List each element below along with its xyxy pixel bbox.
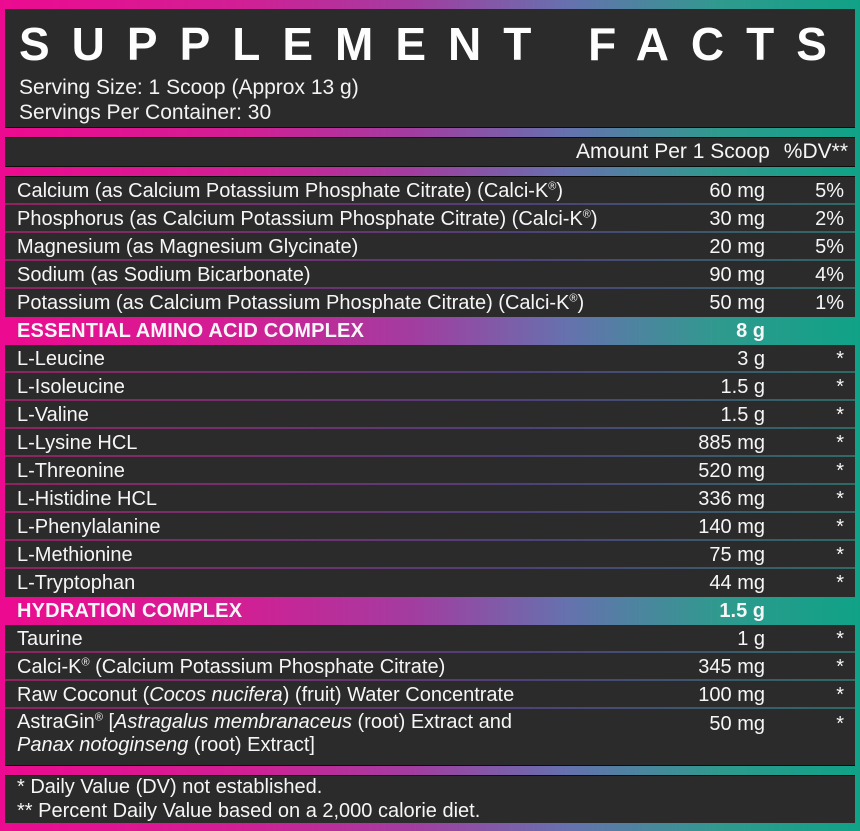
ingredient-row: Phosphorus (as Calcium Potassium Phospha… — [5, 205, 855, 233]
ingredient-dv: * — [836, 347, 844, 370]
ingredient-amount: 520 mg — [698, 459, 765, 482]
table-column-header: Amount Per 1 Scoop %DV** — [5, 138, 855, 166]
section-title: HYDRATION COMPLEX — [17, 599, 243, 622]
panel-body: SUPPLEMENT FACTS Serving Size: 1 Scoop (… — [5, 9, 855, 823]
ingredient-dv: 1% — [815, 291, 844, 314]
gradient-divider-bar — [5, 166, 855, 177]
ingredient-row: L-Leucine 3 g * — [5, 345, 855, 373]
ingredient-dv: * — [836, 459, 844, 482]
ingredient-dv: * — [836, 571, 844, 594]
ingredient-amount: 1.5 g — [720, 375, 765, 398]
ingredient-dv: 5% — [815, 179, 844, 202]
ingredient-dv: * — [836, 375, 844, 398]
ingredient-dv: * — [836, 543, 844, 566]
ingredient-amount: 1.5 g — [720, 403, 765, 426]
dv-column-header: %DV** — [783, 140, 848, 163]
section-header-row: ESSENTIAL AMINO ACID COMPLEX 8 g — [5, 317, 855, 345]
ingredient-row: L-Threonine 520 mg * — [5, 457, 855, 485]
ingredient-dv: * — [836, 627, 844, 650]
ingredient-row: L-Isoleucine 1.5 g * — [5, 373, 855, 401]
ingredient-row: Sodium (as Sodium Bicarbonate) 90 mg 4% — [5, 261, 855, 289]
ingredient-dv: * — [836, 431, 844, 454]
facts-rows: Calcium (as Calcium Potassium Phosphate … — [5, 177, 855, 765]
ingredient-name: L-Threonine — [17, 459, 125, 482]
ingredient-name: Calci-K® (Calcium Potassium Phosphate Ci… — [17, 655, 446, 678]
ingredient-name: L-Phenylalanine — [17, 515, 161, 538]
ingredient-name-line2: Panax notoginseng (root) Extract] — [17, 734, 315, 756]
ingredient-name: Taurine — [17, 627, 83, 650]
page-title: SUPPLEMENT FACTS — [19, 18, 849, 70]
ingredient-amount: 30 mg — [709, 207, 765, 230]
ingredient-dv: 2% — [815, 207, 844, 230]
ingredient-amount: 90 mg — [709, 263, 765, 286]
ingredient-row: Raw Coconut (Cocos nucifera) (fruit) Wat… — [5, 681, 855, 709]
ingredient-dv: * — [836, 655, 844, 678]
ingredient-name: Calcium (as Calcium Potassium Phosphate … — [17, 179, 564, 202]
section-amount: 8 g — [736, 319, 765, 342]
ingredient-dv: * — [836, 403, 844, 426]
ingredient-name: L-Isoleucine — [17, 375, 125, 398]
section-header-row: HYDRATION COMPLEX 1.5 g — [5, 597, 855, 625]
label-footer: * Daily Value (DV) not established. ** P… — [5, 776, 855, 823]
ingredient-row: Magnesium (as Magnesium Glycinate) 20 mg 5… — [5, 233, 855, 261]
footnote-dv-not-established: * Daily Value (DV) not established. — [17, 776, 323, 798]
ingredient-row: AstraGin® [Astragalus membranaceus (root… — [5, 709, 855, 765]
ingredient-dv: 5% — [815, 235, 844, 258]
ingredient-name: L-Tryptophan — [17, 571, 136, 594]
ingredient-amount: 50 mg — [709, 713, 765, 735]
amount-column-header: Amount Per 1 Scoop — [576, 140, 770, 163]
gradient-divider-bar — [5, 765, 855, 776]
ingredient-dv: * — [836, 713, 844, 735]
serving-size: Serving Size: 1 Scoop (Approx 13 g) — [19, 76, 359, 99]
ingredient-row: Calcium (as Calcium Potassium Phosphate … — [5, 177, 855, 205]
ingredient-row: Potassium (as Calcium Potassium Phosphat… — [5, 289, 855, 317]
gradient-divider-bar — [5, 127, 855, 138]
ingredient-dv: * — [836, 487, 844, 510]
ingredient-row: L-Phenylalanine 140 mg * — [5, 513, 855, 541]
ingredient-amount: 75 mg — [709, 543, 765, 566]
footnote-percent-dv: ** Percent Daily Value based on a 2,000 … — [17, 800, 481, 822]
ingredient-amount: 885 mg — [698, 431, 765, 454]
ingredient-row: L-Histidine HCL 336 mg * — [5, 485, 855, 513]
ingredient-name: Magnesium (as Magnesium Glycinate) — [17, 235, 359, 258]
ingredient-dv: * — [836, 515, 844, 538]
ingredient-row: L-Methionine 75 mg * — [5, 541, 855, 569]
ingredient-dv: 4% — [815, 263, 844, 286]
ingredient-amount: 1 g — [737, 627, 765, 650]
ingredient-amount: 60 mg — [709, 179, 765, 202]
label-header: SUPPLEMENT FACTS Serving Size: 1 Scoop (… — [5, 9, 855, 127]
ingredient-amount: 44 mg — [709, 571, 765, 594]
ingredient-amount: 20 mg — [709, 235, 765, 258]
ingredient-name: L-Valine — [17, 403, 89, 426]
ingredient-name: Phosphorus (as Calcium Potassium Phospha… — [17, 207, 598, 230]
ingredient-row: Calci-K® (Calcium Potassium Phosphate Ci… — [5, 653, 855, 681]
ingredient-name: Raw Coconut (Cocos nucifera) (fruit) Wat… — [17, 683, 515, 706]
ingredient-amount: 100 mg — [698, 683, 765, 706]
ingredient-name: L-Methionine — [17, 543, 133, 566]
ingredient-amount: 336 mg — [698, 487, 765, 510]
section-title: ESSENTIAL AMINO ACID COMPLEX — [17, 319, 365, 342]
ingredient-amount: 50 mg — [709, 291, 765, 314]
ingredient-name: L-Histidine HCL — [17, 487, 158, 510]
ingredient-amount: 140 mg — [698, 515, 765, 538]
ingredient-amount: 345 mg — [698, 655, 765, 678]
ingredient-amount: 3 g — [737, 347, 765, 370]
ingredient-name: L-Lysine HCL — [17, 431, 138, 454]
section-amount: 1.5 g — [719, 599, 765, 622]
ingredient-dv: * — [836, 683, 844, 706]
ingredient-row: Taurine 1 g * — [5, 625, 855, 653]
ingredient-row: L-Tryptophan 44 mg * — [5, 569, 855, 597]
ingredient-name: AstraGin® [Astragalus membranaceus (root… — [5, 711, 645, 757]
ingredient-row: L-Valine 1.5 g * — [5, 401, 855, 429]
ingredient-name: Sodium (as Sodium Bicarbonate) — [17, 263, 311, 286]
servings-per-container: Servings Per Container: 30 — [19, 101, 272, 124]
ingredient-row: L-Lysine HCL 885 mg * — [5, 429, 855, 457]
ingredient-name: Potassium (as Calcium Potassium Phosphat… — [17, 291, 585, 314]
ingredient-name: L-Leucine — [17, 347, 105, 370]
